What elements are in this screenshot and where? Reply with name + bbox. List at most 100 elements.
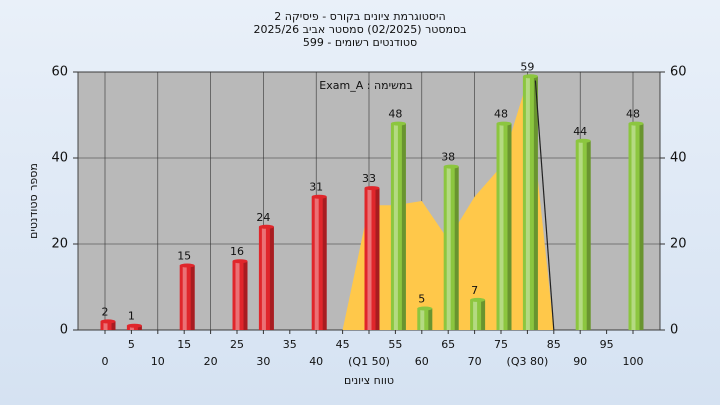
x-tick-label: 25 [230,338,244,351]
bar-top [100,319,116,324]
bar-shade [322,196,327,330]
value-label: 7 [471,284,478,297]
x-tick-label: 30 [256,355,270,368]
x-tick-label: 60 [415,355,429,368]
y-tick-label: 0 [60,323,68,338]
y2-tick-label: 40 [670,151,687,166]
value-label: 48 [626,108,640,121]
value-label: 1 [128,310,135,323]
bar-shine [235,261,240,330]
chart-subtitle: סטודנטים רשומים - 599 [303,36,417,49]
bar-shade [639,123,644,330]
bar-top [470,297,486,302]
bar-top [232,259,248,264]
x-tick-label: 5 [128,338,135,351]
bar-top [575,138,591,143]
bar [100,321,116,330]
bar-top [311,194,327,199]
bar-shine [499,123,504,330]
bar-shade [481,299,486,330]
x-tick-label: 15 [177,338,191,351]
bar-shade [507,123,512,330]
y-tick-label: 60 [51,65,68,80]
bar-shine [367,188,372,330]
x-tick-label: 35 [283,338,297,351]
bar-shine [446,166,451,330]
bar [417,308,433,330]
bar-shine [525,76,530,330]
bar [443,166,459,330]
bar-shade [111,321,116,330]
bar-shine [473,299,478,330]
bar-shade [190,265,195,330]
x-tick-label: 75 [494,338,508,351]
value-label: 44 [573,125,587,138]
x-tick-label: 0 [102,355,109,368]
line [534,80,555,331]
value-label: 48 [388,108,402,121]
bar-shade [375,188,380,330]
bar-shade [586,140,591,330]
x-tick-label: 20 [204,355,218,368]
x-tick-label: 100 [623,355,644,368]
value-label: 31 [309,181,323,194]
bar-shine [129,325,134,330]
bar-shade [533,76,538,330]
y-axis-label: מספר סטודנטים [27,163,40,239]
bar-shade [428,308,433,330]
y2-tick-label: 60 [670,65,687,80]
bar-top [258,224,274,229]
bar-top [126,323,142,328]
bar-top [496,121,512,126]
value-label: 16 [230,245,244,258]
value-label: 38 [441,151,455,164]
value-label: 33 [362,172,376,185]
bar-shade [269,226,274,330]
x-tick-label: 90 [573,355,587,368]
x-tick-label: 10 [151,355,165,368]
value-label: 24 [256,211,270,224]
bar-shine [631,123,636,330]
x-axis-label: טווח ציונים [344,374,394,387]
bar-shine [420,308,425,330]
bar-shine [314,196,319,330]
x-tick-label: 70 [468,355,482,368]
bar-shine [578,140,583,330]
bar-top [443,164,459,169]
bar-top [179,263,195,268]
bar-shade [401,123,406,330]
bar-top [364,186,380,191]
bar [496,123,512,330]
x-tick-label: 85 [547,338,561,351]
bar-top [417,306,433,311]
bar-shine [261,226,266,330]
value-label: 5 [418,293,425,306]
bar-shade [454,166,459,330]
value-label: 15 [177,250,191,263]
bar-top [522,74,538,79]
chart-title: היסטוגרמת ציונים בקורס - פיסיקה 2 [274,10,445,23]
x-tick-label: 45 [336,338,350,351]
x-tick-label: 40 [309,355,323,368]
y-tick-label: 20 [51,237,68,252]
bar [470,299,486,330]
bar-top [628,121,644,126]
bar-shade [137,325,142,330]
value-label: 2 [102,305,109,318]
y2-tick-label: 0 [670,323,678,338]
x-tick-label: 95 [600,338,614,351]
annotation: במשימה : Exam_A [319,79,412,92]
bar-shine [182,265,187,330]
bar [179,265,195,330]
bar [364,188,380,330]
y-tick-label: 40 [51,151,68,166]
x-tick-label: (Q1 50) [348,355,390,368]
bar [126,325,142,330]
y2-tick-label: 20 [670,237,687,252]
bar [628,123,644,330]
bar [522,76,538,330]
bar [232,261,248,330]
bar-shade [243,261,248,330]
bar [575,140,591,330]
